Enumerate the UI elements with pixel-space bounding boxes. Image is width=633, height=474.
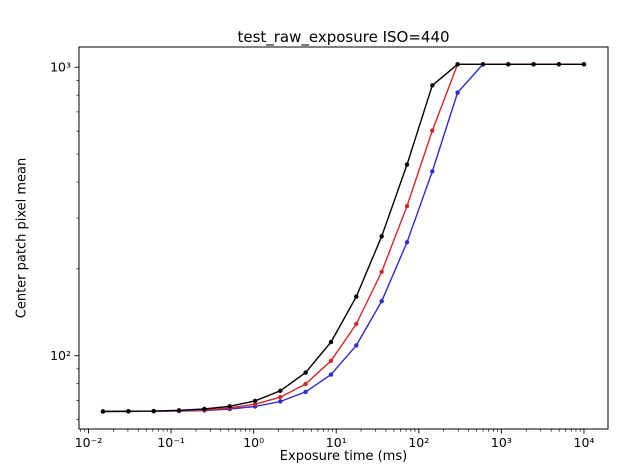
series-black-channel xyxy=(100,62,587,414)
svg-text:10⁻²: 10⁻² xyxy=(75,435,103,450)
x-axis-ticks: 10⁻² 10⁻¹ 10⁰ 10¹ 10² 10³ 10⁴ xyxy=(75,429,595,450)
axes-frame xyxy=(78,46,609,430)
svg-text:10⁴: 10⁴ xyxy=(574,435,595,450)
svg-text:10²: 10² xyxy=(408,435,429,450)
x-axis-label: Exposure time (ms) xyxy=(279,449,408,464)
y-axis-ticks: 10² 10³ xyxy=(50,59,79,363)
svg-text:10⁰: 10⁰ xyxy=(243,435,264,450)
svg-text:10³: 10³ xyxy=(50,59,71,74)
series-blue-channel xyxy=(100,62,587,414)
y-axis-label: Center patch pixel mean xyxy=(14,157,30,319)
minor-ticks xyxy=(76,80,581,432)
svg-text:10¹: 10¹ xyxy=(326,435,347,450)
svg-text:10³: 10³ xyxy=(491,435,512,450)
svg-text:10²: 10² xyxy=(50,348,71,363)
chart-title: test_raw_exposure ISO=440 xyxy=(237,28,450,46)
svg-text:10⁻¹: 10⁻¹ xyxy=(157,435,185,450)
